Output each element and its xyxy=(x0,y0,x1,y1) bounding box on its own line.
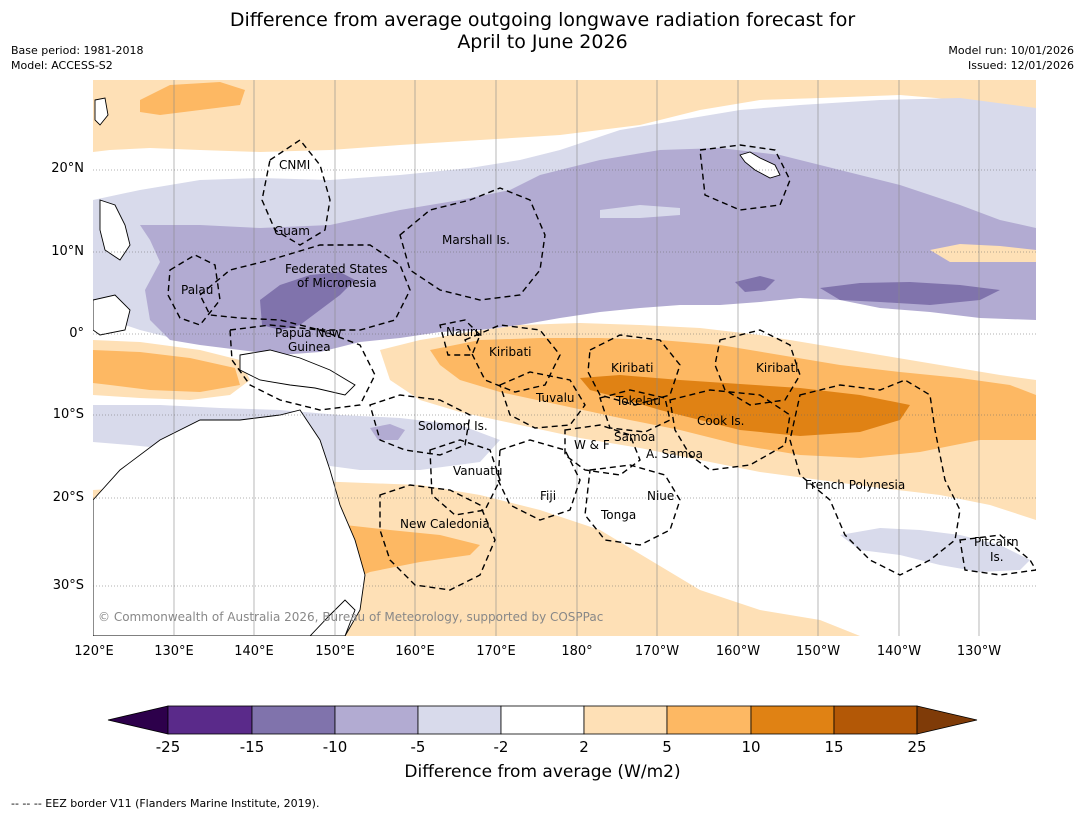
lon-label-140w: 140°W xyxy=(876,644,922,659)
colorbar-tick: -25 xyxy=(155,738,181,756)
coast-new-guinea xyxy=(239,349,356,396)
graticule-lat xyxy=(93,169,1036,587)
eez-nauru xyxy=(439,319,481,356)
eez-tuvalu xyxy=(499,371,586,429)
lon-label-160e: 160°E xyxy=(395,644,435,659)
colorbar-tick: -15 xyxy=(239,738,265,756)
lon-label-150w: 150°W xyxy=(795,644,841,659)
colorbar-bin-5 xyxy=(500,705,585,735)
coast-australia xyxy=(93,409,366,636)
anomaly-north-positive xyxy=(93,80,1036,152)
colorbar-tick: 2 xyxy=(579,738,589,756)
lon-label-150e: 150°E xyxy=(315,644,355,659)
colorbar-bin-7 xyxy=(666,705,752,735)
eez-fsm xyxy=(199,244,411,331)
eez-samoa-wf xyxy=(564,424,641,476)
coast-taiwan xyxy=(94,97,109,126)
eez-fiji xyxy=(497,439,581,521)
eez-png xyxy=(229,324,376,411)
eez-kiribati-west xyxy=(464,324,561,393)
copyright-notice: © Commonwealth of Australia 2026, Bureau… xyxy=(98,610,604,624)
eez-borders xyxy=(167,139,1036,591)
eez-footnote: -- -- -- EEZ border V11 (Flanders Marine… xyxy=(11,797,320,810)
anomaly-indonesia-positive-strong xyxy=(93,350,240,392)
anomaly-central-negative-spot xyxy=(735,276,775,292)
lat-label-30s: 30°S xyxy=(52,578,84,593)
eez-vanuatu xyxy=(429,439,501,516)
colorbar-low-extend xyxy=(107,705,169,735)
anomaly-solomon-negative xyxy=(370,424,405,440)
colorbar-tick: 5 xyxy=(662,738,672,756)
meta-right: Model run: 10/01/2026 Issued: 12/01/2026 xyxy=(948,43,1074,73)
meta-left: Base period: 1981-2018 Model: ACCESS-S2 xyxy=(11,43,143,73)
anomaly-field xyxy=(93,80,1036,636)
colorbar-tick: 25 xyxy=(907,738,927,756)
colorbar-tick: 15 xyxy=(824,738,844,756)
colorbar-bin-6 xyxy=(583,705,668,735)
eez-new-caledonia xyxy=(379,484,496,591)
colorbar-title: Difference from average (W/m2) xyxy=(404,762,681,782)
lon-label-130w: 130°W xyxy=(956,644,1002,659)
colorbar-tick: -5 xyxy=(410,738,426,756)
base-period: Base period: 1981-2018 xyxy=(11,44,144,57)
coast-hawaii xyxy=(739,151,781,179)
coast-borneo xyxy=(93,294,131,336)
eez-niue-tonga xyxy=(584,464,681,546)
eez-pitcairn xyxy=(959,534,1036,576)
issued-date: Issued: 12/01/2026 xyxy=(967,59,1074,72)
lon-label-120e: 120°E xyxy=(74,644,114,659)
lon-label-160w: 160°W xyxy=(715,644,761,659)
coast-philippines xyxy=(99,199,131,261)
eez-kiribati-east xyxy=(714,329,801,406)
anomaly-pitcairn-negative xyxy=(840,528,1030,572)
anomaly-equatorial-positive-strong xyxy=(580,375,910,436)
lon-label-130e: 130°E xyxy=(154,644,194,659)
eez-french-polynesia xyxy=(789,379,961,576)
graticule xyxy=(173,80,980,636)
chart-title: Difference from average outgoing longwav… xyxy=(0,9,1085,53)
eez-solomon xyxy=(369,394,471,456)
colorbar-bin-2 xyxy=(251,705,336,735)
model-run: Model run: 10/01/2026 xyxy=(948,44,1074,57)
eez-palau xyxy=(167,254,221,326)
lat-label-20s: 20°S xyxy=(52,490,84,505)
title-line-1: Difference from average outgoing longwav… xyxy=(229,9,856,31)
lon-label-170e: 170°E xyxy=(476,644,516,659)
anomaly-north-negative-medium-east xyxy=(600,205,680,218)
eez-hawaii xyxy=(699,144,791,211)
title-line-2: April to June 2026 xyxy=(457,31,628,53)
eez-cnmi xyxy=(261,139,331,246)
eez-marshall xyxy=(399,187,546,301)
anomaly-north-positive-strong xyxy=(140,82,245,115)
anomaly-micronesia-negative-strong xyxy=(260,272,355,330)
model-name: Model: ACCESS-S2 xyxy=(11,59,113,72)
lat-label-10n: 10°N xyxy=(51,244,84,259)
colorbar-tick: -2 xyxy=(493,738,509,756)
lat-label-20n: 20°N xyxy=(51,161,84,176)
anomaly-southeast-positive xyxy=(930,244,1036,262)
lat-label-10s: 10°S xyxy=(52,407,84,422)
lon-label-180: 180° xyxy=(561,644,593,659)
coast-new-zealand xyxy=(309,599,356,636)
colorbar-high-extend xyxy=(916,705,978,735)
lat-label-0: 0° xyxy=(69,326,84,341)
lon-label-170w: 170°W xyxy=(634,644,680,659)
colorbar-bin-4 xyxy=(417,705,502,735)
colorbar xyxy=(107,705,978,735)
anomaly-central-negative-strong xyxy=(820,282,1000,305)
anomaly-north-negative-medium xyxy=(140,148,1036,355)
coastlines xyxy=(93,97,781,636)
colorbar-bin-8 xyxy=(750,705,835,735)
colorbar-tick: 10 xyxy=(741,738,761,756)
colorbar-tick: -10 xyxy=(322,738,348,756)
colorbar-bin-3 xyxy=(334,705,419,735)
lon-label-140e: 140°E xyxy=(234,644,274,659)
colorbar-bin-1 xyxy=(167,705,253,735)
colorbar-bin-9 xyxy=(833,705,918,735)
